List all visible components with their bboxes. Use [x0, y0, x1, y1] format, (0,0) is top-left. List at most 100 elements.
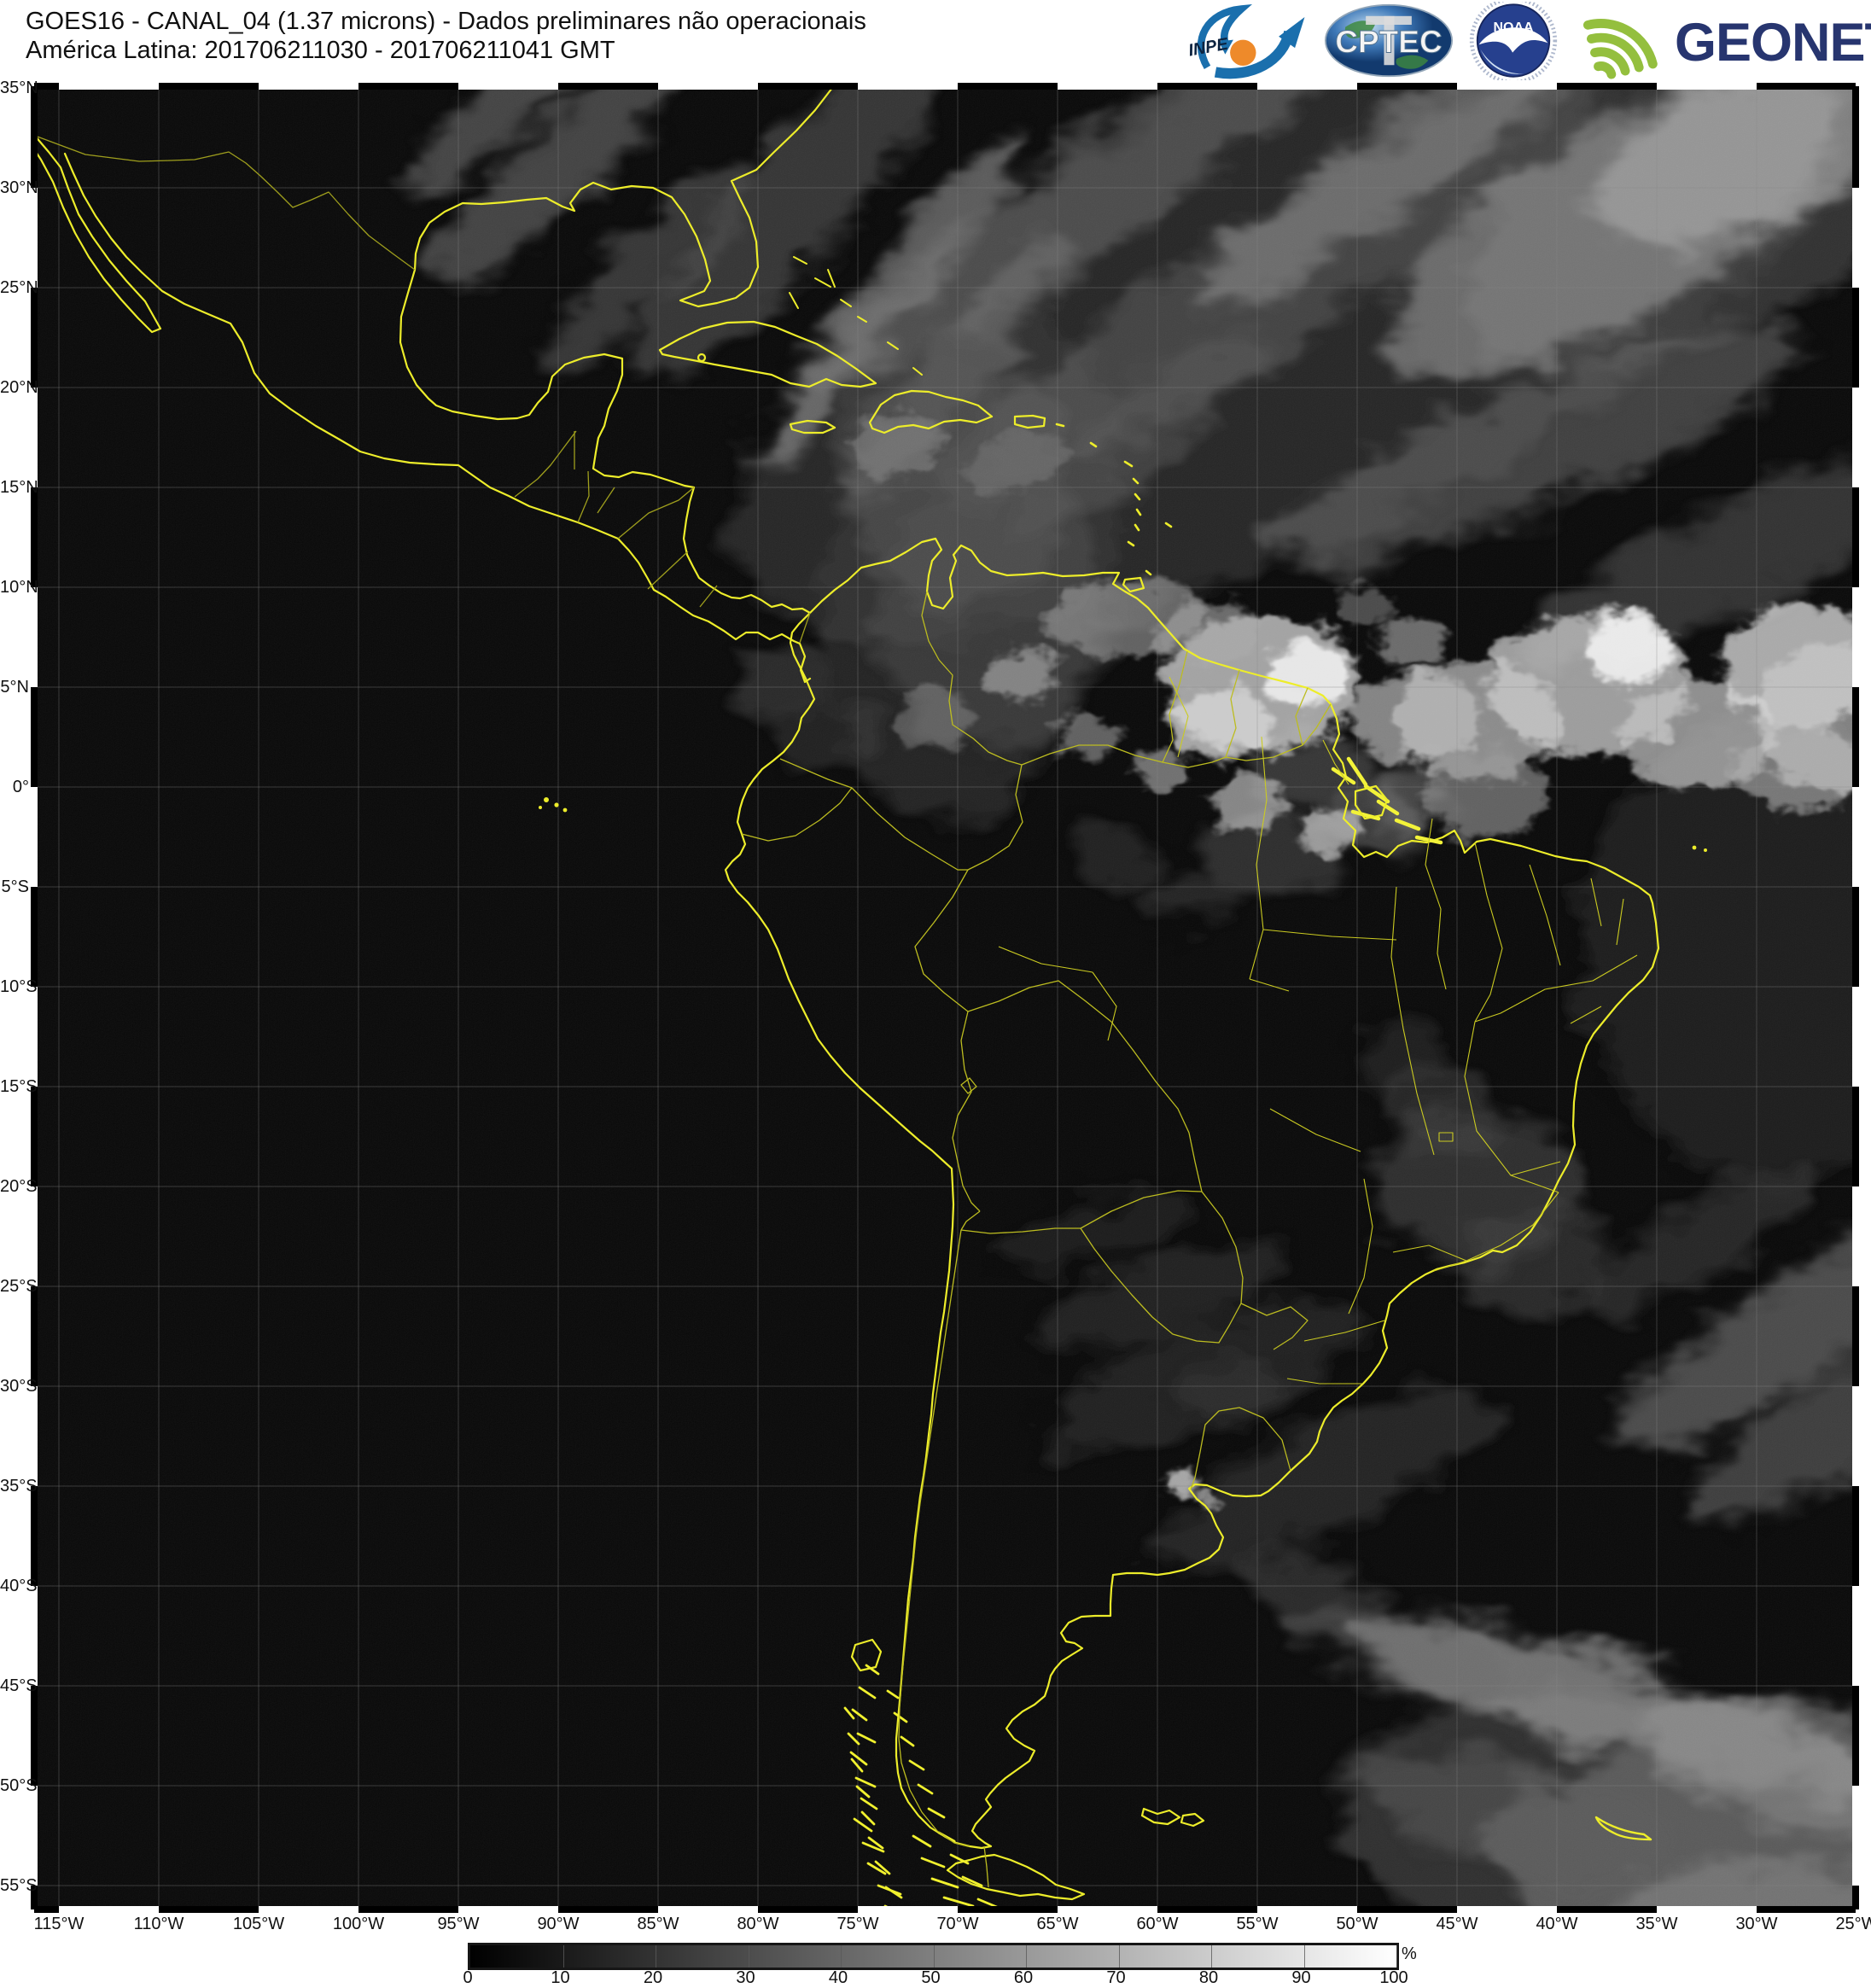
cptec-t-stem-icon [1384, 15, 1395, 66]
frame-tick [31, 687, 38, 787]
frame-tick [558, 1906, 658, 1913]
cptec-logo: CPTEC [1324, 3, 1454, 78]
lat-label-1: 30°N [0, 178, 38, 197]
inpe-label: INPE [1187, 35, 1230, 61]
frame-tick [31, 88, 38, 188]
colorbar-label-60: 60 [1013, 1968, 1034, 1987]
inpe-logo: INPE [1187, 3, 1305, 79]
map-frame-right [1852, 86, 1859, 1909]
frame-tick [958, 83, 1058, 90]
lat-label-3: 20°N [0, 378, 38, 397]
inpe-arrowhead-icon [1279, 16, 1305, 49]
frame-tick [1852, 288, 1859, 388]
cptec-label: CPTEC [1335, 23, 1443, 59]
frame-tick [958, 1906, 1058, 1913]
noaa-text-ring-icon [1469, 2, 1558, 80]
frame-tick [34, 83, 59, 90]
lat-label-11: 20°S [0, 1177, 38, 1196]
frame-tick [31, 1686, 38, 1786]
lon-label-6: 85°W [637, 1915, 679, 1933]
frame-tick [1852, 1686, 1859, 1786]
frame-tick [1557, 1906, 1657, 1913]
colorbar-tick-70 [1118, 1945, 1120, 1968]
lon-label-10: 65°W [1036, 1915, 1079, 1933]
lat-label-18: 55°S [0, 1876, 38, 1895]
lon-label-14: 45°W [1436, 1915, 1478, 1933]
lat-label-2: 25°N [0, 278, 38, 297]
frame-tick [1852, 687, 1859, 787]
lon-label-18: 25°W [1835, 1915, 1871, 1933]
colorbar-label-30: 30 [736, 1968, 755, 1987]
cptec-land2-icon [1396, 55, 1429, 69]
frame-tick [1852, 487, 1859, 587]
lat-label-9: 10°S [0, 977, 38, 996]
cptec-land-icon [1344, 20, 1376, 38]
geonetcast-icon [1582, 19, 1658, 79]
lat-label-7: 0° [12, 778, 29, 796]
frame-tick [159, 1906, 259, 1913]
lon-label-13: 50°W [1336, 1915, 1378, 1933]
frame-tick [1557, 83, 1657, 90]
map-frame-bottom [34, 1906, 1856, 1913]
frame-tick [159, 83, 259, 90]
frame-tick [1357, 1906, 1457, 1913]
title-block: GOES16 - CANAL_04 (1.37 microns) - Dados… [26, 7, 866, 65]
colorbar-label-90: 90 [1291, 1968, 1311, 1987]
frame-tick [1757, 1906, 1856, 1913]
frame-tick [31, 887, 38, 987]
lon-label-17: 30°W [1735, 1915, 1778, 1933]
frame-tick [358, 83, 458, 90]
sensor-noise-overlay [34, 86, 1856, 1909]
colorbar-tick-80 [1211, 1945, 1212, 1968]
lon-label-0: 115°W [33, 1915, 85, 1933]
geonetcast-label: GEONETCast [1675, 13, 1871, 73]
lat-label-14: 35°S [0, 1477, 38, 1495]
lon-label-2: 105°W [232, 1915, 285, 1933]
frame-tick [31, 1886, 38, 1909]
colorbar-tick-50 [933, 1945, 935, 1968]
colorbar-tick-60 [1026, 1945, 1027, 1968]
frame-tick [31, 288, 38, 388]
colorbar-tick-10 [562, 1945, 564, 1968]
noaa-label: NOAA [1494, 20, 1534, 35]
lat-label-4: 15°N [0, 478, 38, 497]
product-title: GOES16 - CANAL_04 (1.37 microns) - Dados… [26, 8, 866, 35]
frame-tick [31, 487, 38, 587]
frame-tick [1852, 1486, 1859, 1586]
product-subtitle: América Latina: 201706211030 - 201706211… [26, 37, 615, 64]
geonetcast-arcs-icon [1582, 19, 1658, 79]
inpe-orange-ball-icon [1230, 39, 1256, 66]
lon-label-3: 100°W [332, 1915, 385, 1933]
colorbar-label-80: 80 [1198, 1968, 1219, 1987]
lat-label-10: 15°S [0, 1077, 38, 1096]
colorbar-unit: % [1402, 1944, 1417, 1963]
noaa-wave-icon [1480, 49, 1524, 74]
colorbar-tick-40 [841, 1945, 842, 1968]
colorbar-label-0: 0 [463, 1968, 473, 1987]
lon-label-16: 35°W [1635, 1915, 1678, 1933]
lon-label-8: 75°W [836, 1915, 879, 1933]
lon-label-9: 70°W [936, 1915, 979, 1933]
frame-tick [1852, 1087, 1859, 1186]
colorbar-tick-100 [1396, 1945, 1397, 1968]
frame-tick [758, 83, 858, 90]
colorbar-label-100: 100 [1379, 1968, 1408, 1987]
lat-label-0: 35°N [0, 79, 38, 97]
frame-tick [34, 1906, 59, 1913]
noaa-logo: NOAA [1469, 2, 1558, 80]
colorbar-label-40: 40 [828, 1968, 848, 1987]
inpe-swoosh-icon [1197, 3, 1253, 70]
frame-tick [31, 86, 38, 88]
frame-tick [31, 1087, 38, 1186]
map-canvas [34, 86, 1856, 1909]
lat-label-12: 25°S [0, 1277, 38, 1296]
frame-tick [1852, 1286, 1859, 1386]
frame-tick [1357, 83, 1457, 90]
colorbar-label-70: 70 [1106, 1968, 1126, 1987]
reflectance-colorbar [468, 1943, 1399, 1970]
lon-label-11: 60°W [1136, 1915, 1179, 1933]
lon-label-12: 55°W [1236, 1915, 1279, 1933]
frame-tick [558, 83, 658, 90]
inpe-arrowhead-small-icon [1218, 39, 1233, 55]
frame-tick [31, 1486, 38, 1586]
